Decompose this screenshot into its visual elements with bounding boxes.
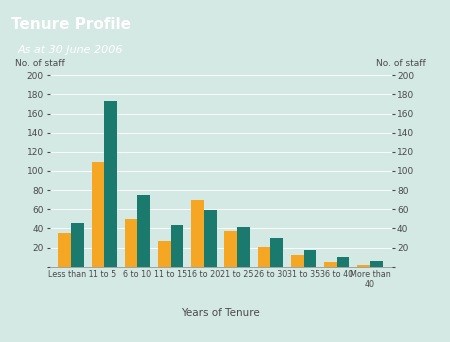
Text: No. of staff: No. of staff (15, 58, 65, 68)
Bar (204, 210, 216, 267)
Bar (303, 250, 316, 267)
Bar (291, 255, 303, 267)
Bar (324, 262, 337, 267)
Bar (171, 225, 183, 267)
Bar (71, 223, 84, 267)
Bar (258, 247, 270, 267)
Bar (225, 231, 237, 267)
Bar (92, 162, 104, 267)
Bar (237, 226, 250, 267)
Bar (138, 195, 150, 267)
Bar (104, 101, 117, 267)
Text: No. of staff: No. of staff (376, 58, 426, 68)
Bar (370, 261, 382, 267)
Bar (191, 200, 204, 267)
Bar (125, 219, 138, 267)
Bar (270, 238, 283, 267)
Bar (58, 233, 71, 267)
Bar (158, 241, 171, 267)
Text: Tenure Profile: Tenure Profile (11, 17, 131, 32)
Text: As at 30 June 2006: As at 30 June 2006 (18, 45, 123, 55)
X-axis label: Years of Tenure: Years of Tenure (181, 308, 260, 318)
Bar (337, 257, 349, 267)
Bar (357, 265, 370, 267)
